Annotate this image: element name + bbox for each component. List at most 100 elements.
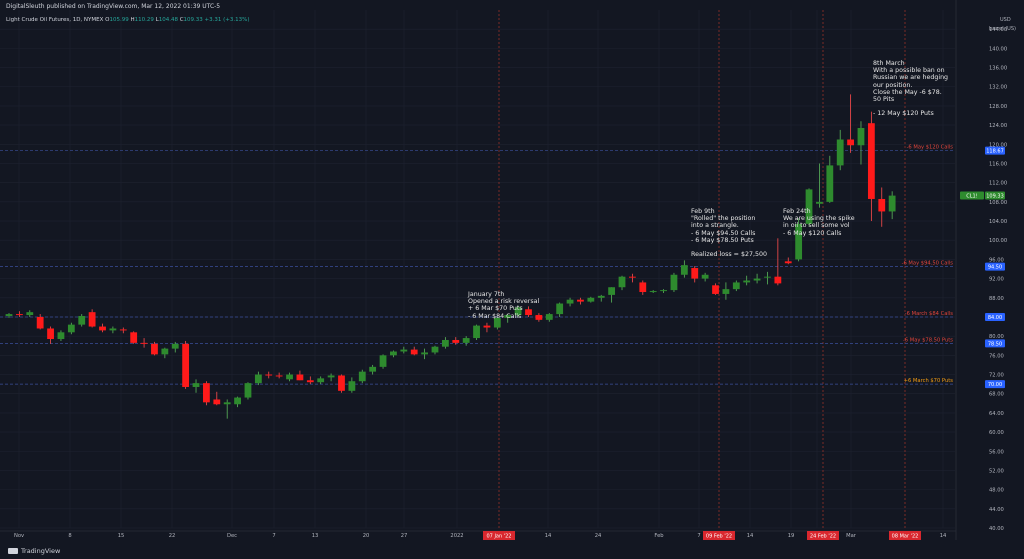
x-tick-label: 24 <box>595 533 602 539</box>
candle-body <box>847 139 854 146</box>
candle-body <box>784 261 792 264</box>
y-tick-label: 44.00 <box>989 507 1004 513</box>
y-tick-label: 52.00 <box>989 468 1004 474</box>
y-tick-label: 108.00 <box>989 200 1007 206</box>
candle-body <box>577 299 584 302</box>
candle-body <box>15 314 23 316</box>
x-tick-label: Nov <box>14 533 24 539</box>
ohlc-c-label: C <box>179 17 184 23</box>
price-badge-label: 84.00 <box>988 315 1002 321</box>
candle-body <box>275 375 283 377</box>
y-tick-label: 104.00 <box>989 219 1007 225</box>
candle-body <box>535 315 543 320</box>
x-tick-label: Dec <box>227 533 237 539</box>
price-badge <box>985 380 1005 389</box>
candle-body <box>57 332 65 340</box>
candle-body <box>203 383 210 403</box>
ohlc-low: 104.48 <box>158 17 178 23</box>
y-tick-label: 140.00 <box>989 46 1007 52</box>
candle-body <box>545 314 553 320</box>
candle-body <box>36 316 44 329</box>
candle-body <box>140 342 148 344</box>
candle-body <box>47 328 54 340</box>
candle-body <box>504 315 512 318</box>
date-badge <box>483 531 515 540</box>
candle-body <box>608 287 616 295</box>
candle-body <box>826 165 834 202</box>
y-tick-label: 132.00 <box>989 85 1007 91</box>
ohlc-o-label: O <box>105 17 110 23</box>
ohlc-change: +3.31 (+3.13%) <box>204 17 250 23</box>
candle-body <box>379 355 387 367</box>
publisher-line: DigitalSleuth published on TradingView.c… <box>6 3 221 10</box>
price-badge-label: 70.00 <box>988 382 1002 388</box>
candle-body <box>649 291 657 293</box>
y-tick-label: 116.00 <box>989 161 1007 167</box>
last-price-badge <box>985 191 1005 200</box>
axis-currency: USD <box>1000 17 1011 23</box>
candle-body <box>816 201 823 204</box>
candle-body <box>296 374 304 381</box>
price-badge <box>985 339 1005 348</box>
candle-body <box>712 285 719 294</box>
y-tick-label: 96.00 <box>989 257 1004 263</box>
candle-body <box>753 278 761 281</box>
level-label: -6 March $84 Calls <box>905 311 954 317</box>
candle-body <box>26 312 34 316</box>
x-tick-label: 2022 <box>450 533 463 539</box>
x-tick-label: 8 <box>68 533 71 539</box>
candle-body <box>151 343 158 355</box>
candle-body <box>732 282 740 290</box>
candle-body <box>691 268 699 279</box>
candle-body <box>410 349 418 355</box>
candle-body <box>556 303 564 315</box>
candle-body <box>78 316 86 325</box>
candle-body <box>306 380 314 383</box>
candle-body <box>670 274 678 291</box>
candle-body <box>223 402 231 405</box>
candle-body <box>743 280 751 283</box>
candle-body <box>213 399 221 405</box>
candle-body <box>254 374 262 384</box>
x-tick-label: 20 <box>363 533 370 539</box>
candle-body <box>348 381 356 391</box>
y-tick-label: 124.00 <box>989 123 1007 129</box>
y-tick-label: 64.00 <box>989 411 1004 417</box>
y-tick-label: 144.00 <box>989 27 1007 33</box>
level-label: -6 May $94.50 Calls <box>902 261 954 267</box>
last-price-value: 109.33 <box>986 193 1004 199</box>
annotation-feb9: Feb 9th "Rolled" the position into a str… <box>691 208 767 259</box>
candle-body <box>878 198 886 212</box>
brand-label: TradingView <box>21 547 61 555</box>
price-badge <box>985 262 1005 271</box>
candle-body <box>99 326 106 331</box>
candle-body <box>171 343 179 349</box>
ohlc-open: 105.99 <box>109 17 129 23</box>
x-tick-label: 19 <box>788 533 795 539</box>
candle-body <box>514 307 522 316</box>
candle-body <box>587 297 595 302</box>
last-price-symbol-badge <box>960 191 984 200</box>
candle-body <box>597 295 605 298</box>
date-badge <box>807 531 839 540</box>
date-badge-label: 07 Jan '22 <box>487 534 512 540</box>
candle-body <box>462 338 470 343</box>
y-tick-label: 120.00 <box>989 142 1007 148</box>
candle-body <box>764 276 771 278</box>
candle-body <box>805 189 813 224</box>
x-tick-label: Mar <box>846 533 857 539</box>
y-tick-label: 56.00 <box>989 449 1004 455</box>
candle-body <box>660 290 667 292</box>
candle-body <box>390 351 397 356</box>
annotation-mar8: 8th March With a possible ban on Russian… <box>873 60 949 118</box>
y-tick-label: 80.00 <box>989 334 1004 340</box>
candle-body <box>317 378 325 383</box>
candle-body <box>182 343 190 387</box>
ohlc-high: 110.29 <box>134 17 154 23</box>
date-badge-label: 08 Mar '22 <box>892 534 919 540</box>
candle-body <box>421 352 428 355</box>
date-badge <box>703 531 735 540</box>
candle-body <box>722 289 730 294</box>
candle-body <box>338 375 345 391</box>
y-tick-label: 112.00 <box>989 181 1007 187</box>
